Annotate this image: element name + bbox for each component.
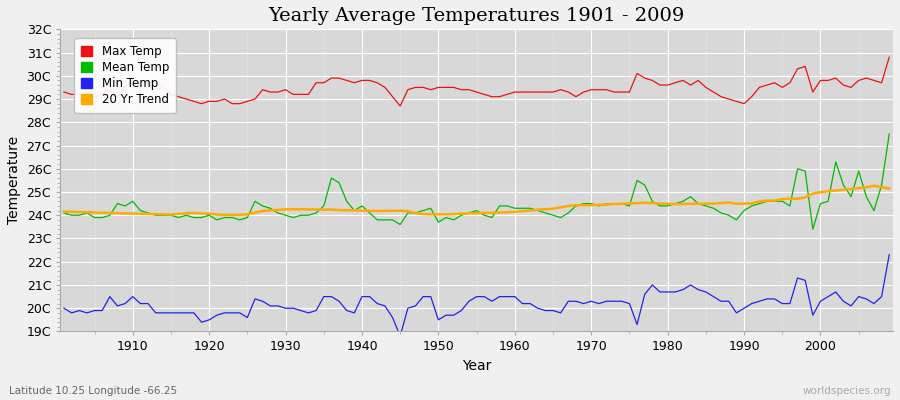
X-axis label: Year: Year — [462, 359, 491, 373]
Text: worldspecies.org: worldspecies.org — [803, 386, 891, 396]
Title: Yearly Average Temperatures 1901 - 2009: Yearly Average Temperatures 1901 - 2009 — [268, 7, 685, 25]
Legend: Max Temp, Mean Temp, Min Temp, 20 Yr Trend: Max Temp, Mean Temp, Min Temp, 20 Yr Tre… — [75, 38, 176, 113]
Text: Latitude 10.25 Longitude -66.25: Latitude 10.25 Longitude -66.25 — [9, 386, 177, 396]
Y-axis label: Temperature: Temperature — [7, 136, 21, 224]
